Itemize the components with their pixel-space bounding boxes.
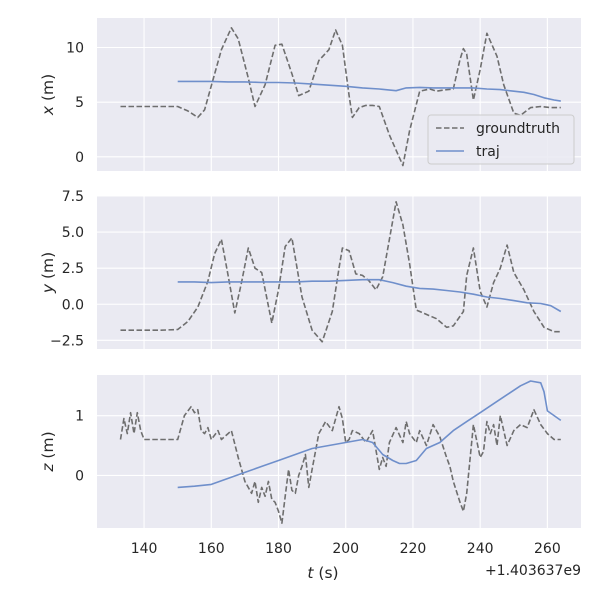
x-tick-label: 160 <box>198 541 225 557</box>
y-tick-label: 2.5 <box>62 261 84 277</box>
x-tick-label: 200 <box>332 541 359 557</box>
legend: groundtruth traj <box>427 114 575 165</box>
x-tick-label: 140 <box>131 541 158 557</box>
panel-z: 0 1 140 160 180 200 220 240 260 z (m) t (s) +1.4036… <box>39 375 581 582</box>
series-line-traj <box>177 80 561 102</box>
plot-area <box>97 375 581 528</box>
y-tick-label: 7.5 <box>62 189 84 205</box>
y-tick-label: 10 <box>66 41 84 57</box>
x-axis-label: t (s) <box>307 564 338 582</box>
y-tick-label: 5 <box>75 95 84 111</box>
series-line-traj <box>177 278 562 313</box>
legend-label-traj: traj <box>476 144 500 160</box>
x-tick-label: 220 <box>400 541 427 557</box>
series-line-groundtruth <box>120 26 561 167</box>
series-line-groundtruth <box>119 405 561 525</box>
panel-y: −2.5 0.0 2.5 5.0 7.5 y (m) <box>39 189 581 349</box>
x-tick-label: 240 <box>467 541 494 557</box>
series-line-traj <box>177 380 562 489</box>
y-tick-label: 1 <box>75 409 84 425</box>
x-tick-label: 260 <box>534 541 561 557</box>
y-tick-label: 0.0 <box>62 297 84 313</box>
y-axis-label: x (m) <box>39 74 57 116</box>
y-axis-label: z (m) <box>39 431 57 472</box>
series-line-groundtruth <box>120 201 561 343</box>
x-tick-label: 180 <box>265 541 292 557</box>
y-tick-label: 0 <box>75 150 84 166</box>
y-tick-label: 0 <box>75 468 84 484</box>
y-tick-label: 5.0 <box>62 225 84 241</box>
x-offset-text: +1.403637e9 <box>485 563 581 579</box>
legend-label-groundtruth: groundtruth <box>476 121 560 137</box>
panel-x: 0 5 10 x (m) groundtruth traj <box>39 18 581 171</box>
y-axis-label: y (m) <box>39 252 57 294</box>
y-tick-label: −2.5 <box>50 333 84 349</box>
legend-frame <box>427 114 575 165</box>
